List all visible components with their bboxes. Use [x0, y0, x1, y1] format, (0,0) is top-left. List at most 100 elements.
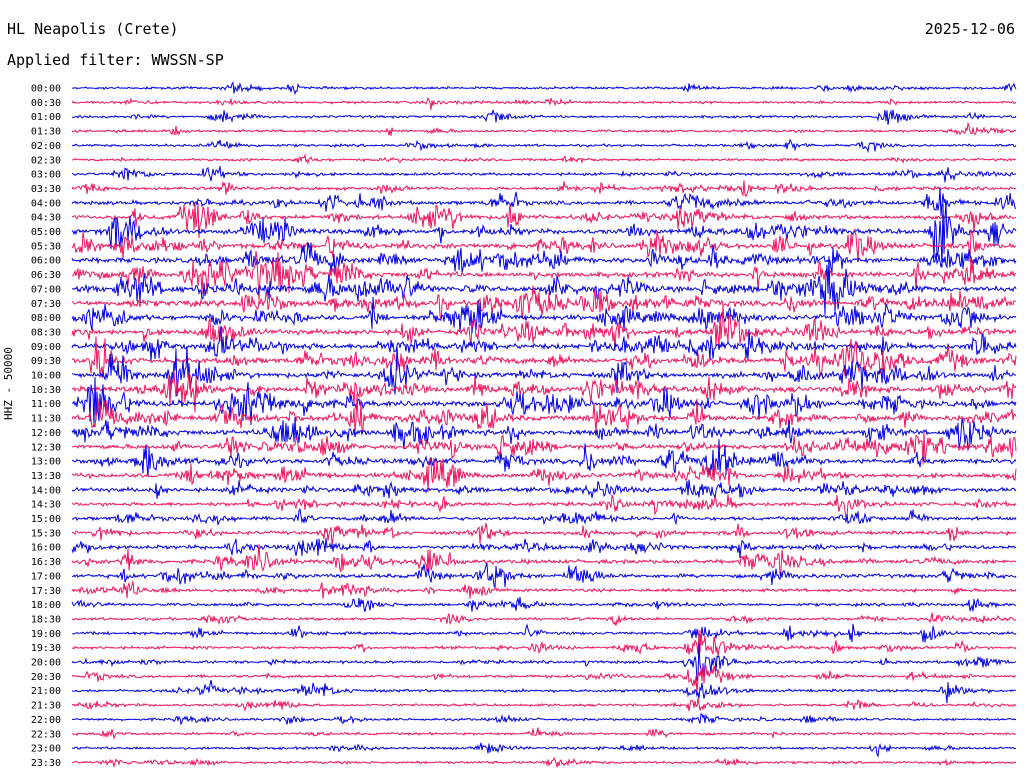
- row-label: 00:30: [31, 98, 61, 109]
- trace-row: [71, 96, 1017, 110]
- trace-row: [71, 187, 1017, 217]
- trace-row: [71, 537, 1017, 559]
- row-label: 11:00: [31, 399, 61, 410]
- row-label: 08:30: [31, 327, 61, 338]
- trace-row: [71, 180, 1017, 198]
- row-label: 12:30: [31, 442, 61, 453]
- row-label: 03:30: [31, 184, 61, 195]
- row-label: 06:00: [31, 256, 61, 267]
- row-label: 05:00: [31, 227, 61, 238]
- row-label: 09:00: [31, 342, 61, 353]
- trace-row: [71, 228, 1017, 263]
- row-label: 11:30: [31, 414, 61, 425]
- row-label: 20:30: [31, 672, 61, 683]
- row-label: 01:00: [31, 112, 61, 123]
- trace-row: [71, 629, 1017, 657]
- row-label: 16:00: [31, 543, 61, 554]
- row-label: 06:30: [31, 270, 61, 281]
- trace-row: [71, 109, 1017, 125]
- trace-row: [71, 165, 1017, 183]
- trace-row: [71, 431, 1017, 465]
- row-label: 20:00: [31, 658, 61, 669]
- trace-row: [71, 202, 1017, 268]
- trace-row: [71, 679, 1017, 704]
- trace-row: [71, 256, 1017, 315]
- trace-row: [71, 305, 1017, 351]
- row-label: 19:00: [31, 629, 61, 640]
- row-label: 04:00: [31, 198, 61, 209]
- trace-row: [71, 596, 1016, 613]
- row-label: 03:00: [31, 170, 61, 181]
- trace-row: [71, 664, 1017, 695]
- trace-row: [71, 393, 1017, 434]
- trace-row: [71, 742, 1017, 758]
- filter-label: Applied filter: WWSSN-SP: [7, 51, 224, 69]
- trace-row: [72, 623, 1017, 643]
- row-label: 15:30: [31, 528, 61, 539]
- trace-row: [71, 242, 1017, 274]
- station-title: HL Neapolis (Crete): [7, 20, 179, 38]
- row-label: 07:30: [31, 299, 61, 310]
- trace-row: [71, 439, 1017, 477]
- trace-row: [71, 727, 1017, 741]
- row-label: 09:30: [31, 356, 61, 367]
- trace-row: [71, 285, 1017, 321]
- trace-row: [71, 643, 1017, 681]
- row-label: 13:30: [31, 471, 61, 482]
- row-label: 07:00: [31, 284, 61, 295]
- trace-row: [71, 121, 1017, 136]
- row-label: 16:30: [31, 557, 61, 568]
- row-label: 02:30: [31, 155, 61, 166]
- row-label: 18:30: [31, 614, 61, 625]
- trace-row: [71, 417, 1017, 452]
- trace-row: [71, 138, 1017, 154]
- trace-row: [71, 612, 1017, 626]
- trace-row: [71, 202, 1017, 239]
- row-label: 14:00: [31, 485, 61, 496]
- row-label: 00:00: [31, 84, 61, 95]
- row-label: 08:00: [31, 313, 61, 324]
- trace-row: [71, 581, 1017, 599]
- trace-row: [71, 370, 1017, 413]
- trace-row: [71, 756, 1016, 769]
- row-label: 21:30: [31, 701, 61, 712]
- row-label: 19:30: [31, 643, 61, 654]
- row-label: 23:00: [31, 744, 61, 755]
- row-label: 13:00: [31, 457, 61, 468]
- row-label: 10:30: [31, 385, 61, 396]
- trace-row: [71, 494, 1017, 519]
- trace-row: [71, 325, 1017, 363]
- row-label: 23:30: [31, 758, 61, 769]
- trace-row: [71, 479, 1017, 499]
- row-label: 05:30: [31, 241, 61, 252]
- row-label: 04:30: [31, 213, 61, 224]
- trace-row: [71, 456, 1017, 493]
- row-label: 17:00: [31, 571, 61, 582]
- trace-row: [71, 297, 1017, 334]
- trace-row: [71, 377, 1017, 428]
- row-label: 14:30: [31, 500, 61, 511]
- trace-row: [71, 713, 1017, 726]
- trace-row: [71, 562, 1017, 588]
- trace-row: [71, 544, 1017, 576]
- trace-row: [71, 346, 1017, 397]
- row-label: 22:30: [31, 729, 61, 740]
- trace-row: [71, 250, 1017, 301]
- row-label: 01:30: [31, 127, 61, 138]
- trace-row: [71, 336, 1017, 379]
- trace-row: [72, 508, 1017, 526]
- row-label: 21:00: [31, 686, 61, 697]
- row-label: 12:00: [31, 428, 61, 439]
- row-label: 02:00: [31, 141, 61, 152]
- trace-row: [71, 153, 1017, 165]
- row-label: 17:30: [31, 586, 61, 597]
- row-label: 15:00: [31, 514, 61, 525]
- plot-date: 2025-12-06: [924, 20, 1015, 38]
- trace-row: [71, 697, 1017, 712]
- row-label: 18:00: [31, 600, 61, 611]
- row-label: 10:00: [31, 371, 61, 382]
- row-label: 22:00: [31, 715, 61, 726]
- trace-row: [71, 522, 1017, 546]
- trace-row: [72, 81, 1017, 96]
